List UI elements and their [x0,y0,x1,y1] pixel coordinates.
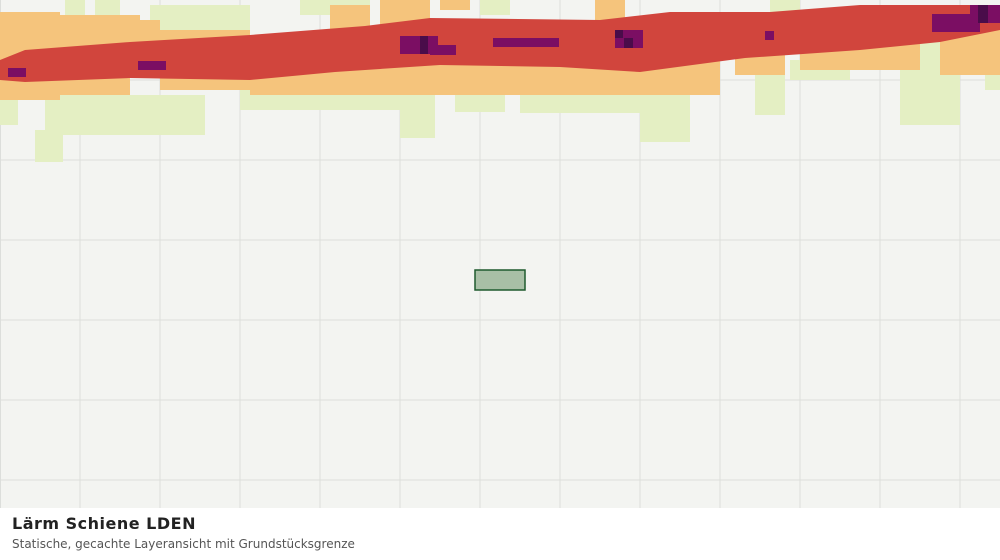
noise-zone-extreme-part [978,5,988,23]
noise-zone-very-high-part [8,68,26,77]
noise-zone-very-high-part [430,45,456,55]
parcel-boundary [474,269,526,291]
noise-zone-low-part [400,90,435,138]
map [0,0,1000,508]
title: Lärm Schiene LDEN [12,514,196,533]
noise-zone-low-part [45,95,205,135]
subtitle: Statische, gecachte Layeransicht mit Gru… [12,537,355,551]
noise-zone-extreme-part [615,30,623,38]
caption: Lärm Schiene LDEN Statische, gecachte La… [0,508,1000,560]
noise-zone-extreme-part [420,36,428,54]
noise-zone-extreme-part [624,38,633,48]
noise-zone-very-high-part [932,14,980,32]
noise-zone-low-part [0,100,18,125]
noise-zone-very-high-part [493,38,559,47]
noise-zone-low-part [480,0,510,15]
noise-zone-extreme [420,5,988,54]
noise-zone-medium-part [440,0,470,10]
noise-zone-low-part [35,130,63,162]
noise-zone-very-high-part [765,31,774,40]
noise-zone-very-high-part [400,36,438,54]
noise-zone-very-high-part [138,61,166,70]
noise-zone-low-part [755,75,785,115]
